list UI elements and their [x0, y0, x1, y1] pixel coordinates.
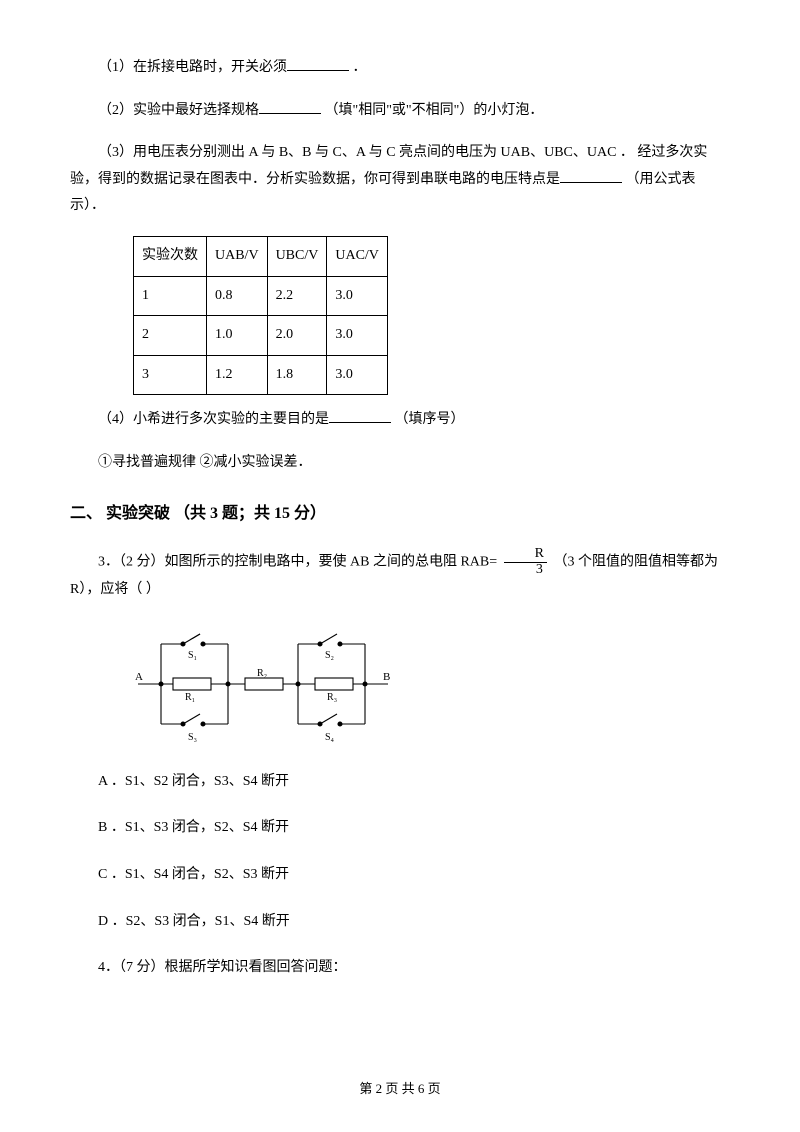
q2-p1a: （1）在拆接电路时，开关必须 [98, 60, 287, 75]
table-row: 3 1.2 1.8 3.0 [134, 355, 388, 395]
svg-text:S₃: S₃ [188, 732, 197, 743]
circuit-diagram: A B R₁ R₂ R₃ S₁ S₂ [133, 622, 393, 747]
svg-text:S₁: S₁ [188, 650, 197, 661]
fraction-r-over-3: R 3 [504, 547, 547, 577]
q2-part1: （1）在拆接电路时，开关必须 ． [70, 55, 730, 82]
q2-part4: （4）小希进行多次实验的主要目的是 （填序号） [70, 407, 730, 434]
q2-p1b: ． [353, 60, 367, 75]
table-row: 1 0.8 2.2 3.0 [134, 276, 388, 316]
q2-p2b: （填"相同"或"不相同"）的小灯泡． [325, 103, 544, 118]
option-c: C ．S1、S4 闭合，S2、S3 断开 [98, 862, 730, 889]
svg-text:R₁: R₁ [185, 692, 195, 703]
voltage-table: 实验次数 UAB/V UBC/V UAC/V 1 0.8 2.2 3.0 2 1… [133, 236, 388, 395]
page-footer: 第 2 页 共 6 页 [0, 1077, 800, 1102]
q3-text-a: 3．（2 分）如图所示的控制电路中，要使 AB 之间的总电阻 RAB= [98, 554, 497, 569]
q2-p2a: （2）实验中最好选择规格 [98, 103, 259, 118]
fraction-num: R [504, 547, 547, 563]
svg-text:B: B [383, 671, 390, 683]
q2-p4b: （填序号） [395, 412, 465, 427]
blank-switch [287, 56, 349, 71]
blank-purpose [329, 408, 391, 423]
q3-text: 3．（2 分）如图所示的控制电路中，要使 AB 之间的总电阻 RAB= R 3 … [70, 547, 730, 604]
th-uab: UAB/V [207, 236, 268, 276]
svg-text:R₃: R₃ [327, 692, 337, 703]
table-header-row: 实验次数 UAB/V UBC/V UAC/V [134, 236, 388, 276]
q2-p4a: （4）小希进行多次实验的主要目的是 [98, 412, 329, 427]
section-2-heading: 二、 实验突破 （共 3 题；共 15 分） [70, 499, 730, 529]
q2-part2: （2）实验中最好选择规格 （填"相同"或"不相同"）的小灯泡． [70, 98, 730, 125]
th-trial: 实验次数 [134, 236, 207, 276]
option-a: A ．S1、S2 闭合，S3、S4 断开 [98, 769, 730, 796]
q2-part3: （3）用电压表分别测出 A 与 B、B 与 C、A 与 C 亮点间的电压为 UA… [70, 140, 730, 220]
option-d: D ．S2、S3 闭合，S1、S4 断开 [98, 909, 730, 936]
q4-text: 4．（7 分）根据所学知识看图回答问题： [70, 955, 730, 982]
blank-spec [259, 98, 321, 113]
q3-options: A ．S1、S2 闭合，S3、S4 断开 B ．S1、S3 闭合，S2、S4 断… [98, 769, 730, 935]
th-ubc: UBC/V [267, 236, 327, 276]
svg-text:A: A [135, 671, 143, 683]
fraction-den: 3 [504, 563, 547, 578]
th-uac: UAC/V [327, 236, 388, 276]
q2-part5: ①寻找普遍规律 ②减小实验误差． [70, 450, 730, 477]
option-b: B ．S1、S3 闭合，S2、S4 断开 [98, 815, 730, 842]
svg-text:R₂: R₂ [257, 668, 267, 679]
blank-formula [560, 167, 622, 182]
svg-text:S₂: S₂ [325, 650, 334, 661]
table-row: 2 1.0 2.0 3.0 [134, 316, 388, 356]
svg-text:S₄: S₄ [325, 732, 335, 743]
